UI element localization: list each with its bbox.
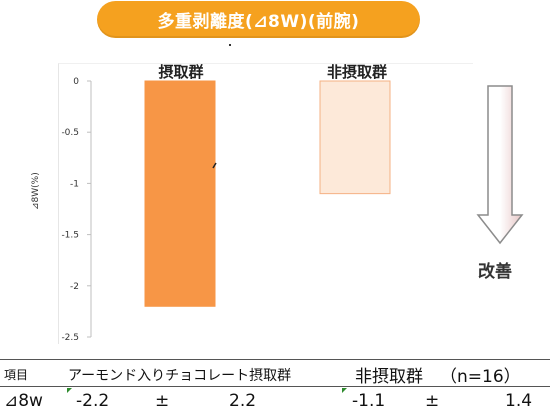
improvement-label: 改善	[478, 262, 512, 282]
group2-plusminus: ±	[425, 391, 440, 411]
header-group1: アーモンド入りチョコレート摂取群	[68, 368, 292, 384]
category-label-intake: 摂取群	[158, 63, 204, 81]
y-tick-label: -2	[70, 282, 79, 292]
y-axis-label: ⊿8W(%)	[31, 172, 41, 210]
results-table: 項目 アーモンド入りチョコレート摂取群 非摂取群 （n=16） ⊿8w -2.2…	[0, 359, 550, 417]
plot-area	[58, 63, 473, 344]
category-label-non-intake: 非摂取群	[326, 63, 388, 81]
stray-mark	[212, 162, 217, 169]
cell-marker	[342, 388, 347, 393]
y-tick-label: 0	[73, 77, 79, 87]
group2-sd: 1.4	[505, 391, 533, 411]
cell-marker	[67, 388, 72, 393]
group1-plusminus: ±	[155, 391, 170, 411]
bar-non-intake	[319, 80, 391, 195]
y-tick-label: -2.5	[61, 333, 79, 343]
header-item: 項目	[4, 368, 29, 382]
table-mid-rule	[0, 386, 550, 387]
group1-sd: 2.2	[229, 391, 257, 411]
decorative-dot	[229, 44, 231, 46]
down-arrow-icon	[475, 85, 525, 254]
group1-mean: -2.2	[76, 391, 110, 411]
header-group2: 非摂取群	[355, 367, 423, 387]
chart-title: 多重剥離度(⊿8W)(前腕)	[97, 1, 420, 38]
y-tick-label: -1.5	[61, 231, 79, 241]
bar-intake	[144, 80, 216, 307]
header-n: （n=16）	[440, 367, 521, 387]
group2-mean: -1.1	[352, 391, 386, 411]
row-label: ⊿8w	[4, 391, 43, 411]
y-tick-label: -1	[70, 179, 79, 189]
table-top-rule	[0, 359, 550, 360]
y-tick-label: -0.5	[61, 128, 79, 138]
